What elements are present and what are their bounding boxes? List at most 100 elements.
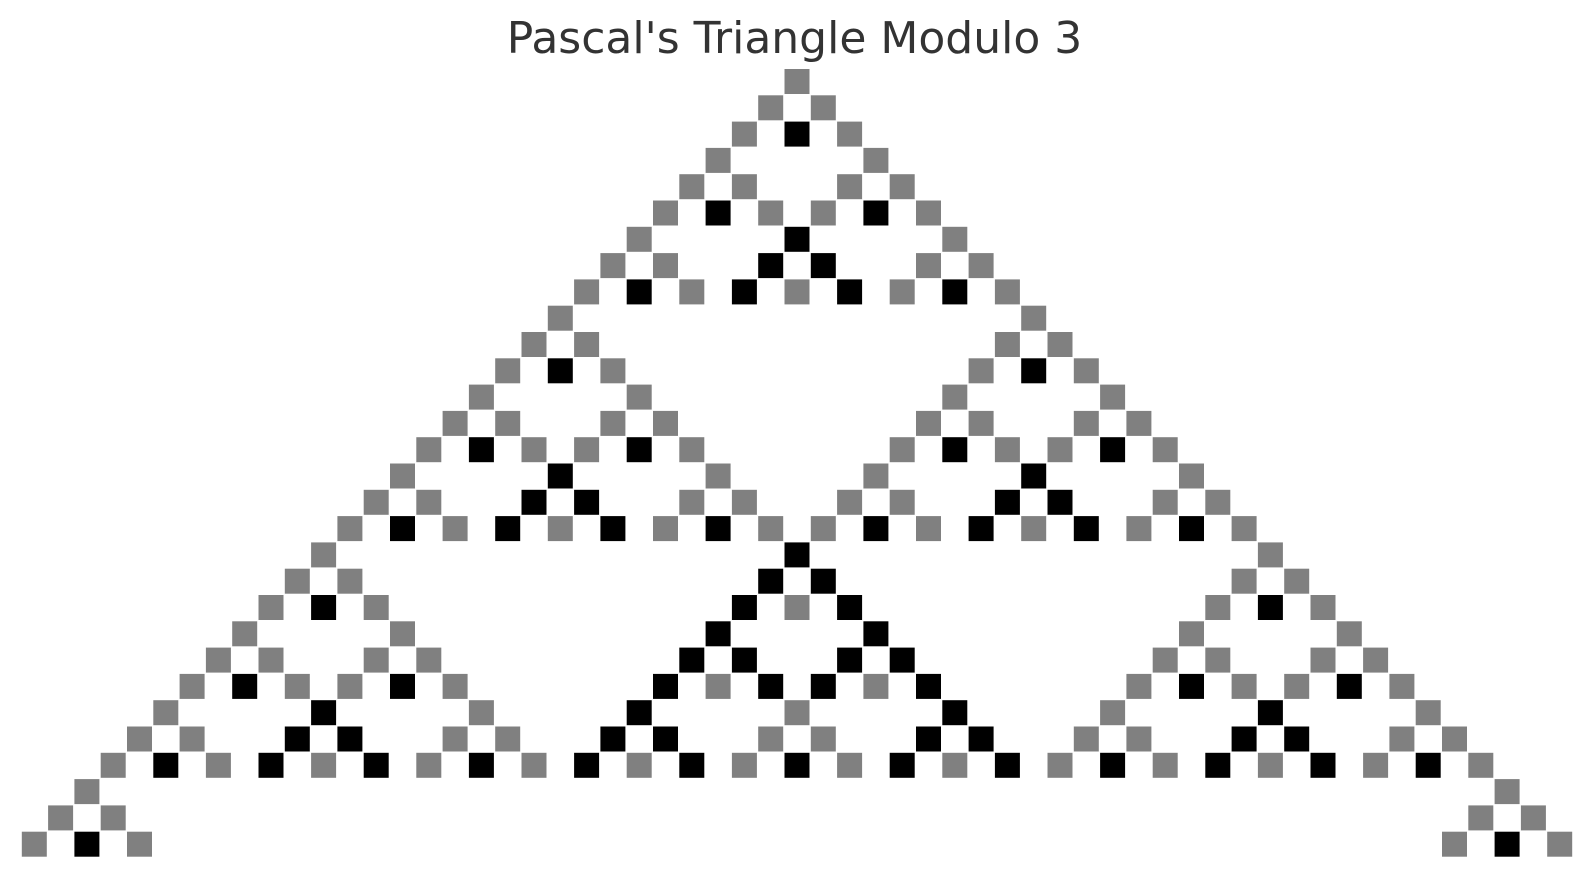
cell-row-16-col-4-value-2 <box>574 489 600 515</box>
cell-row-25-col-22-value-2 <box>1284 726 1310 752</box>
cell-row-8-col-0-value-1 <box>574 279 600 305</box>
cell-row-14-col-3-value-1 <box>574 437 600 463</box>
cell-row-19-col-10-value-2 <box>810 568 836 594</box>
cell-row-26-col-24-value-1 <box>1363 752 1389 778</box>
cell-row-16-col-7-value-1 <box>731 489 757 515</box>
cell-row-25-col-19-value-1 <box>1126 726 1152 752</box>
cell-row-2-col-1-value-2 <box>784 121 810 147</box>
cell-row-26-col-6-value-1 <box>416 752 442 778</box>
cell-row-27-col-0-value-1 <box>74 779 100 805</box>
cell-row-18-col-9-value-2 <box>784 542 810 568</box>
cell-row-20-col-18-value-1 <box>1205 595 1231 620</box>
cell-row-16-col-15-value-1 <box>1152 489 1178 515</box>
cell-row-25-col-24-value-1 <box>1389 726 1415 752</box>
cell-row-6-col-0-value-1 <box>626 226 652 252</box>
cell-row-25-col-10-value-2 <box>653 726 678 752</box>
cell-row-28-col-28-value-1 <box>1520 805 1546 831</box>
cell-row-17-col-17-value-1 <box>1231 516 1257 542</box>
cell-row-16-col-13-value-2 <box>1047 489 1073 515</box>
cell-row-26-col-5-value-2 <box>363 752 389 778</box>
cell-row-26-col-20-value-1 <box>1152 752 1178 778</box>
cell-row-7-col-3-value-2 <box>758 253 784 279</box>
cell-row-20-col-10-value-1 <box>784 595 810 620</box>
cell-row-0-col-0-value-1 <box>784 69 810 94</box>
cell-row-12-col-9-value-1 <box>942 384 968 410</box>
cell-row-14-col-10-value-2 <box>942 437 968 463</box>
cell-row-26-col-9-value-2 <box>574 752 600 778</box>
cell-row-13-col-12-value-1 <box>1073 410 1099 436</box>
cell-row-22-col-22-value-1 <box>1363 647 1389 673</box>
cell-row-23-col-5-value-1 <box>442 673 468 699</box>
cell-row-25-col-15-value-2 <box>916 726 941 752</box>
cell-row-28-col-27-value-1 <box>1468 805 1494 831</box>
cell-row-20-col-9-value-2 <box>731 595 757 620</box>
cell-row-29-col-1-value-2 <box>74 831 100 857</box>
cell-row-23-col-23-value-1 <box>1389 673 1415 699</box>
cell-row-16-col-6-value-1 <box>679 489 705 515</box>
cell-row-14-col-9-value-1 <box>889 437 915 463</box>
cell-row-23-col-11-value-2 <box>758 673 784 699</box>
cell-row-17-col-8-value-1 <box>758 516 784 542</box>
cell-row-17-col-9-value-1 <box>810 516 836 542</box>
cell-row-14-col-1-value-2 <box>468 437 494 463</box>
cell-row-11-col-2-value-1 <box>600 358 626 384</box>
cell-row-13-col-4-value-1 <box>653 410 678 436</box>
cell-row-26-col-18-value-1 <box>1047 752 1073 778</box>
cell-row-12-col-12-value-1 <box>1100 384 1126 410</box>
cell-row-14-col-11-value-1 <box>994 437 1020 463</box>
cell-row-24-col-0-value-1 <box>153 700 179 726</box>
cell-row-7-col-6-value-1 <box>916 253 941 279</box>
cell-row-10-col-10-value-1 <box>1047 332 1073 357</box>
cell-row-8-col-4-value-1 <box>784 279 810 305</box>
cell-row-26-col-8-value-1 <box>521 752 547 778</box>
cell-row-18-col-18-value-1 <box>1257 542 1283 568</box>
cell-row-10-col-9-value-1 <box>994 332 1020 357</box>
cell-row-8-col-8-value-1 <box>994 279 1020 305</box>
cell-row-20-col-2-value-1 <box>363 595 389 620</box>
cell-row-12-col-0-value-1 <box>468 384 494 410</box>
cell-row-14-col-4-value-2 <box>626 437 652 463</box>
cell-row-11-col-9-value-1 <box>968 358 994 384</box>
cell-row-18-col-0-value-1 <box>311 542 337 568</box>
cell-row-23-col-4-value-2 <box>390 673 415 699</box>
cell-row-13-col-9-value-1 <box>916 410 941 436</box>
cell-row-19-col-18-value-1 <box>1231 568 1257 594</box>
cell-row-8-col-1-value-2 <box>626 279 652 305</box>
cell-row-8-col-6-value-1 <box>889 279 915 305</box>
cell-row-21-col-3-value-1 <box>390 621 415 647</box>
cell-row-17-col-10-value-2 <box>863 516 889 542</box>
cell-row-17-col-4-value-1 <box>547 516 573 542</box>
cell-row-17-col-14-value-2 <box>1073 516 1099 542</box>
cell-row-26-col-19-value-2 <box>1100 752 1126 778</box>
cell-row-26-col-7-value-2 <box>468 752 494 778</box>
cell-row-25-col-0-value-1 <box>127 726 152 752</box>
cell-row-25-col-3-value-2 <box>284 726 310 752</box>
cell-row-25-col-21-value-2 <box>1231 726 1257 752</box>
cell-row-7-col-0-value-1 <box>600 253 626 279</box>
cell-row-23-col-3-value-1 <box>337 673 363 699</box>
cell-row-26-col-21-value-2 <box>1205 752 1231 778</box>
cell-row-5-col-5-value-1 <box>916 200 941 226</box>
cell-row-25-col-4-value-2 <box>337 726 363 752</box>
cell-row-19-col-0-value-1 <box>284 568 310 594</box>
cell-row-19-col-1-value-1 <box>337 568 363 594</box>
cell-row-17-col-6-value-1 <box>653 516 678 542</box>
cell-row-14-col-2-value-1 <box>521 437 547 463</box>
cell-row-1-col-1-value-1 <box>810 95 836 121</box>
cell-row-11-col-1-value-2 <box>547 358 573 384</box>
cell-row-4-col-0-value-1 <box>679 174 705 200</box>
cell-row-21-col-21-value-1 <box>1336 621 1362 647</box>
cell-row-23-col-19-value-2 <box>1179 673 1204 699</box>
cell-row-25-col-9-value-2 <box>600 726 626 752</box>
cell-row-16-col-0-value-1 <box>363 489 389 515</box>
cell-row-29-col-0-value-1 <box>21 831 47 857</box>
cell-row-29-col-2-value-1 <box>127 831 152 857</box>
cell-row-26-col-15-value-2 <box>889 752 915 778</box>
cell-row-5-col-2-value-1 <box>758 200 784 226</box>
cell-row-13-col-1-value-1 <box>495 410 521 436</box>
cell-row-8-col-7-value-2 <box>942 279 968 305</box>
cell-row-16-col-1-value-1 <box>416 489 442 515</box>
cell-row-14-col-0-value-1 <box>416 437 442 463</box>
cell-row-23-col-20-value-1 <box>1231 673 1257 699</box>
